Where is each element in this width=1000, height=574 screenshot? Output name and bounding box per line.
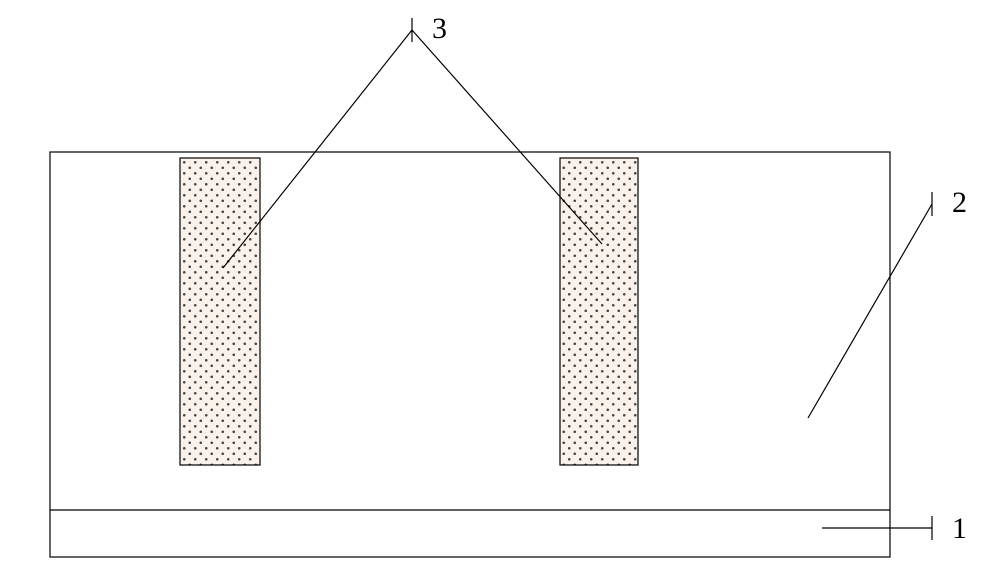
label-2: 2 (952, 186, 967, 219)
labels: 1 2 3 (432, 12, 967, 545)
pillar-regions (180, 158, 638, 465)
device-outline (50, 152, 890, 557)
cross-section-diagram: 1 2 3 (0, 0, 1000, 574)
pillar-region (180, 158, 260, 465)
label-1: 1 (952, 512, 967, 545)
label-3: 3 (432, 12, 447, 45)
pillar-region (560, 158, 638, 465)
